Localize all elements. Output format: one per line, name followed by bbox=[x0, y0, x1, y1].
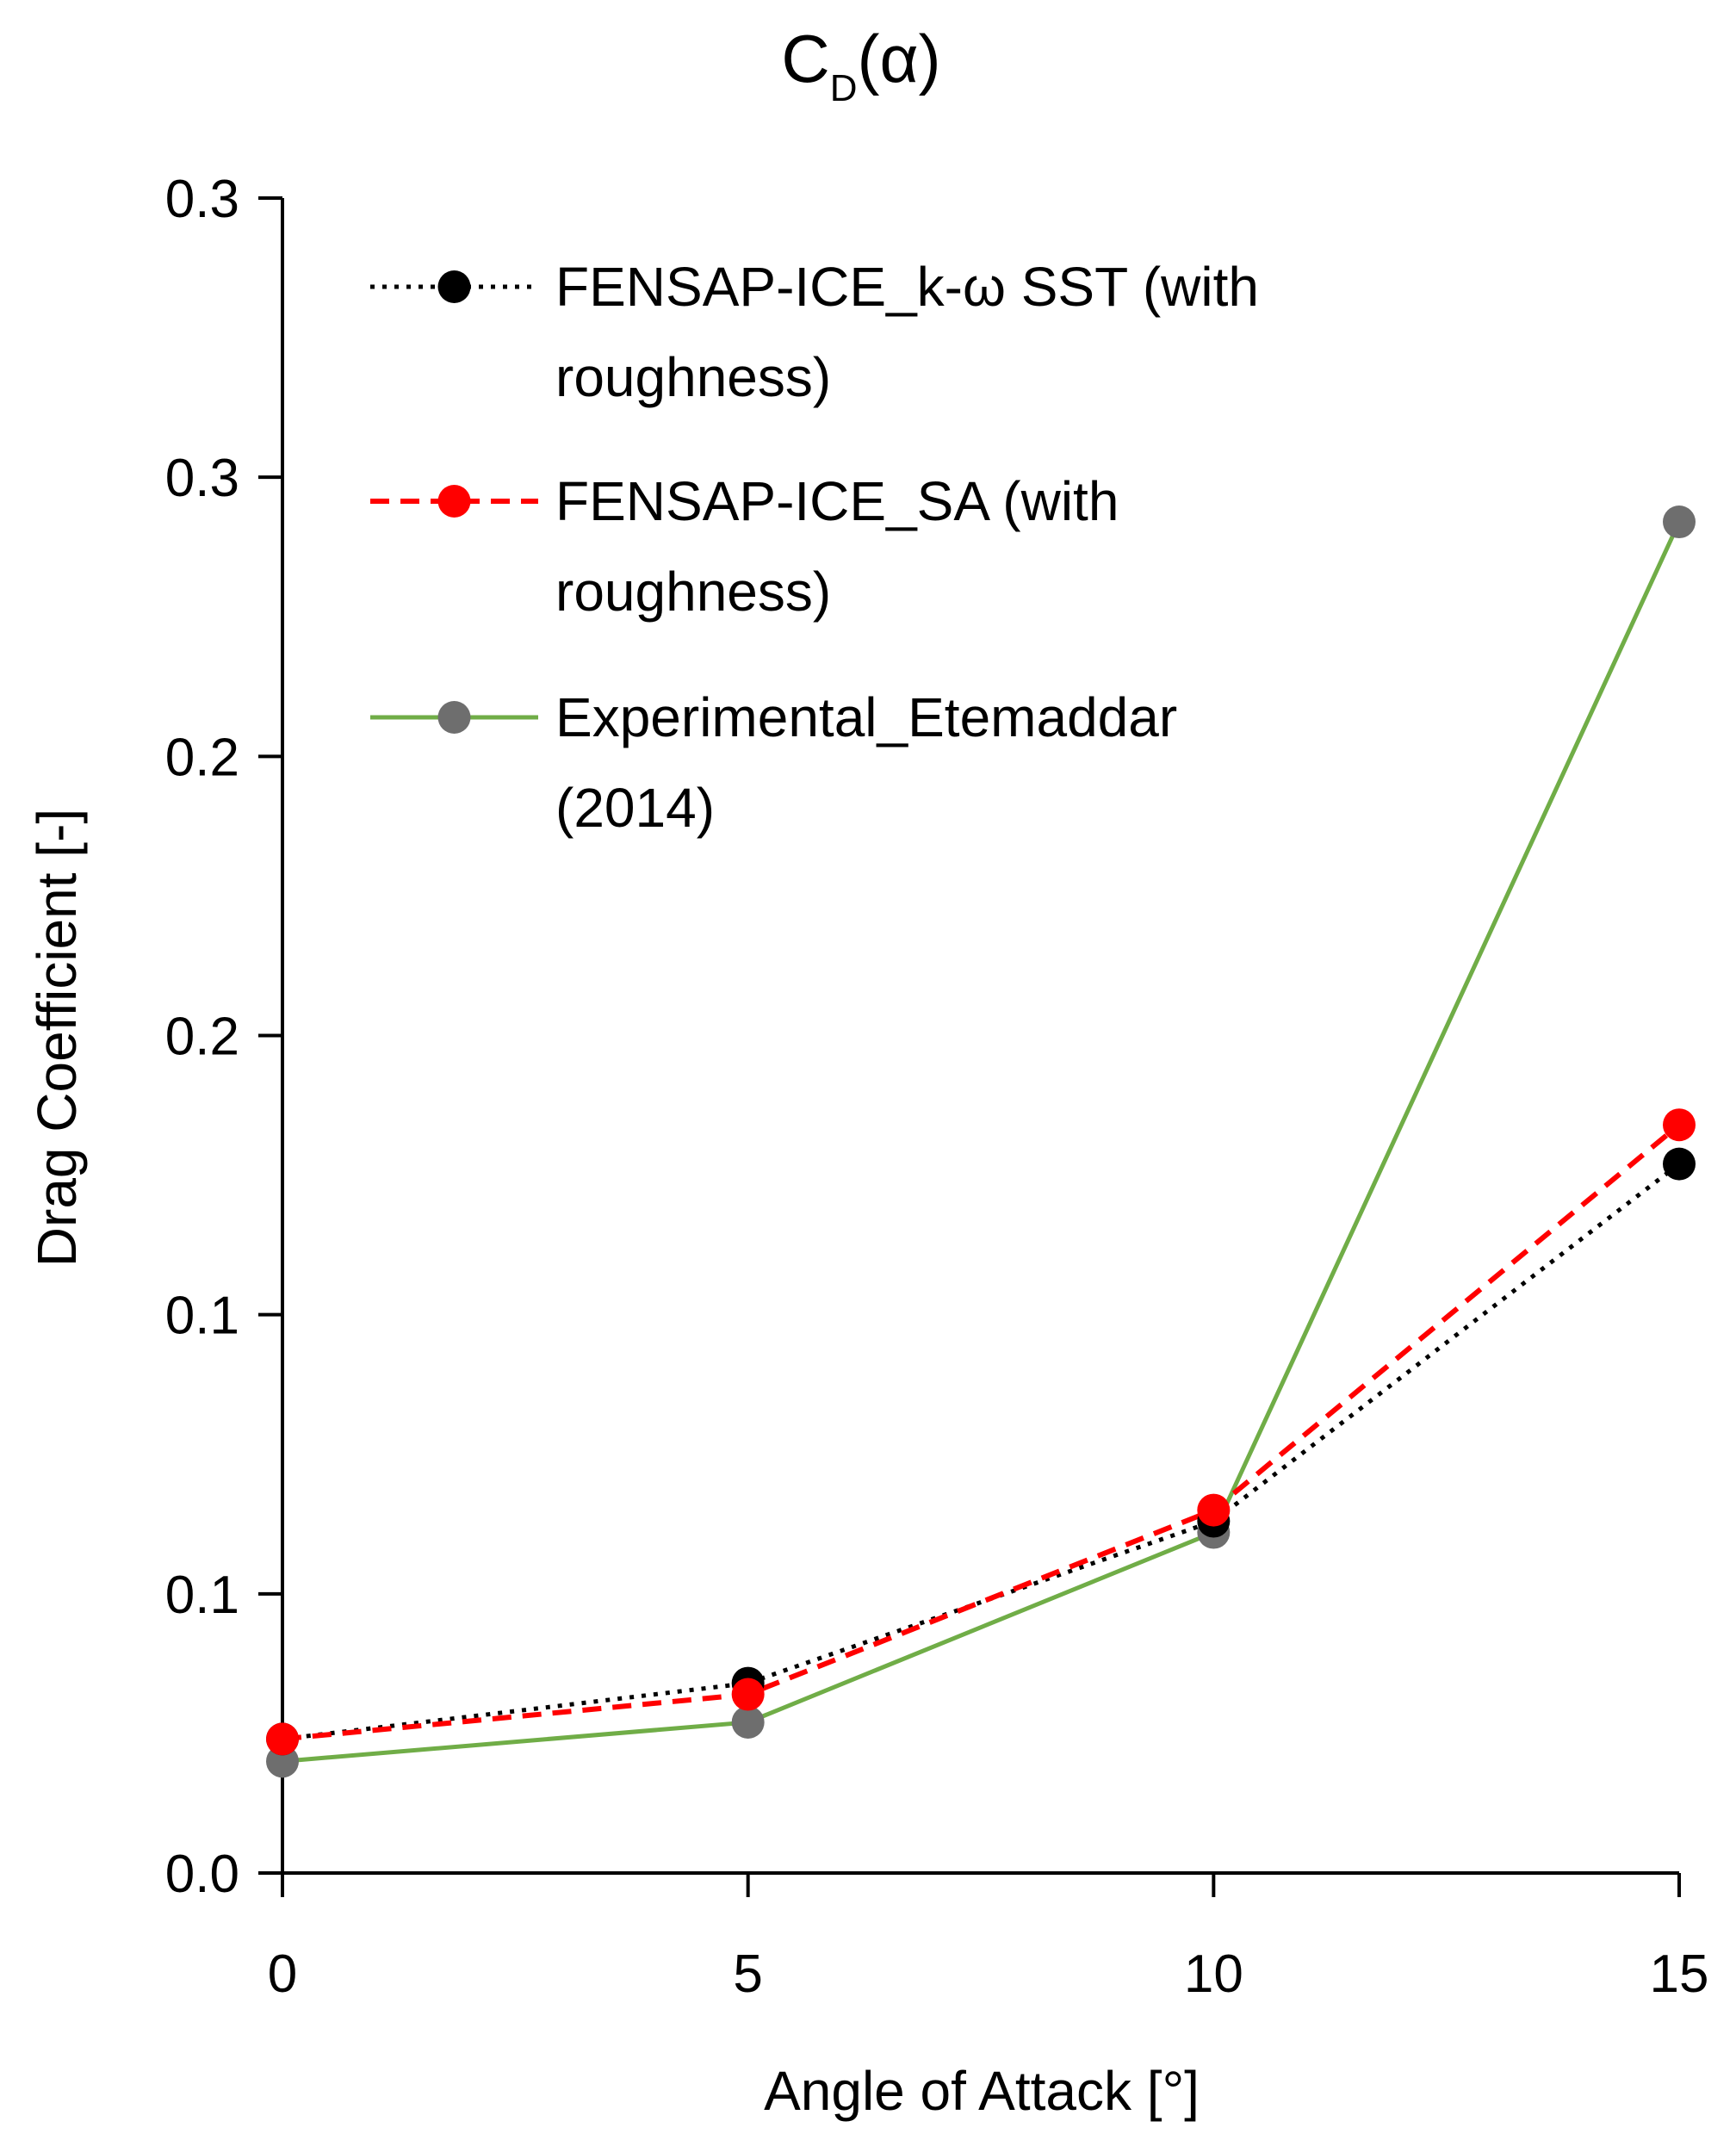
y-tick-label: 0.3 bbox=[165, 170, 239, 229]
legend-label: roughness) bbox=[555, 561, 831, 623]
y-tick-label: 0.0 bbox=[165, 1845, 239, 1904]
legend-label: FENSAP-ICE_SA (with bbox=[555, 470, 1119, 532]
legend-marker-swatch bbox=[437, 485, 471, 518]
x-axis-title: Angle of Attack [°] bbox=[764, 2060, 1200, 2122]
exp-data-point bbox=[731, 1705, 765, 1739]
sa-data-point bbox=[1663, 1108, 1696, 1142]
exp-series-line bbox=[282, 520, 1682, 1764]
legend-label: (2014) bbox=[555, 777, 715, 839]
x-axis-ticks: 0 5 10 15 bbox=[268, 1873, 1709, 2004]
chart-title-subscript: D bbox=[830, 67, 858, 109]
y-tick-label: 0.2 bbox=[165, 1008, 239, 1067]
exp-data-point bbox=[1663, 505, 1696, 539]
sa-data-point bbox=[731, 1678, 765, 1711]
sa-series-line bbox=[282, 1122, 1681, 1742]
legend-item-sst: FENSAP-ICE_k-ω SST (with roughness) bbox=[370, 256, 1259, 408]
x-tick-label: 5 bbox=[733, 1944, 762, 2004]
y-tick-label: 0.3 bbox=[165, 449, 239, 508]
series-lines bbox=[282, 520, 1682, 1764]
sst-data-point bbox=[1663, 1147, 1696, 1181]
chart-title-main: C bbox=[781, 21, 829, 96]
y-tick-label: 0.1 bbox=[165, 1566, 239, 1625]
legend-marker-swatch bbox=[437, 701, 471, 734]
series-layer bbox=[266, 505, 1696, 1778]
y-tick-label: 0.2 bbox=[165, 728, 239, 787]
x-tick-label: 0 bbox=[268, 1944, 297, 2004]
legend-label: FENSAP-ICE_k-ω SST (with bbox=[555, 256, 1259, 318]
y-tick-label: 0.1 bbox=[165, 1287, 239, 1346]
legend-label: roughness) bbox=[555, 346, 831, 408]
legend-item-exp: Experimental_Etemaddar (2014) bbox=[370, 686, 1177, 839]
series-markers bbox=[266, 505, 1696, 1778]
sa-data-point bbox=[266, 1722, 299, 1756]
legend: FENSAP-ICE_k-ω SST (withroughness)FENSAP… bbox=[370, 256, 1259, 839]
chart-title: CD(α) bbox=[781, 21, 940, 109]
y-axis-title: Drag Coefficient [-] bbox=[26, 809, 88, 1267]
x-tick-label: 10 bbox=[1184, 1944, 1243, 2004]
sa-data-point bbox=[1197, 1493, 1231, 1527]
legend-label: Experimental_Etemaddar bbox=[555, 686, 1177, 748]
y-axis-ticks: 0.0 0.1 0.1 0.2 0.2 0.3 0.3 bbox=[165, 170, 282, 1904]
legend-item-sa: FENSAP-ICE_SA (with roughness) bbox=[370, 470, 1119, 623]
axes bbox=[281, 198, 1679, 1875]
x-tick-label: 15 bbox=[1650, 1944, 1709, 2004]
legend-marker-swatch bbox=[437, 270, 471, 303]
sst-series-line bbox=[282, 1162, 1681, 1741]
chart-title-suffix: (α) bbox=[858, 21, 941, 96]
